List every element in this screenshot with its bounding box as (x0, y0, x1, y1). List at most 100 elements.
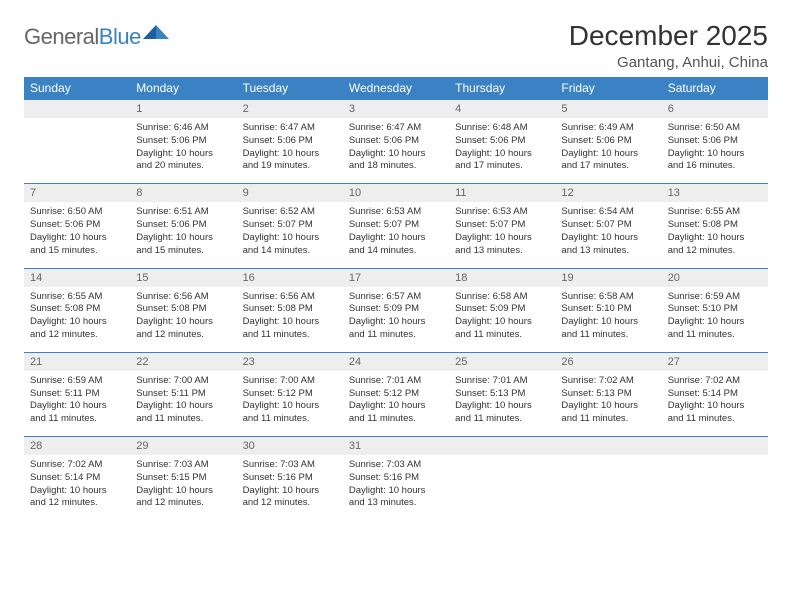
sunrise-line: Sunrise: 6:57 AM (349, 291, 443, 304)
daylight-line: Daylight: 10 hours and 11 minutes. (349, 400, 443, 426)
location: Gantang, Anhui, China (569, 54, 768, 71)
dayhead-mon: Monday (130, 77, 236, 100)
day-detail-cell: Sunrise: 6:56 AMSunset: 5:08 PMDaylight:… (237, 287, 343, 353)
sunrise-line: Sunrise: 7:00 AM (136, 375, 230, 388)
day-number-cell: 4 (449, 100, 555, 119)
daylight-line: Daylight: 10 hours and 11 minutes. (243, 316, 337, 342)
day-number-cell: 17 (343, 268, 449, 287)
sunset-line: Sunset: 5:15 PM (136, 472, 230, 485)
day-number-cell: 9 (237, 184, 343, 203)
sunrise-line: Sunrise: 6:59 AM (30, 375, 124, 388)
dayhead-wed: Wednesday (343, 77, 449, 100)
day-detail-cell (662, 455, 768, 520)
daylight-line: Daylight: 10 hours and 16 minutes. (668, 148, 762, 174)
daylight-line: Daylight: 10 hours and 19 minutes. (243, 148, 337, 174)
sunrise-line: Sunrise: 7:02 AM (30, 459, 124, 472)
sunrise-line: Sunrise: 6:51 AM (136, 206, 230, 219)
day-detail-cell: Sunrise: 6:50 AMSunset: 5:06 PMDaylight:… (662, 118, 768, 184)
day-number-cell: 13 (662, 184, 768, 203)
daylight-line: Daylight: 10 hours and 12 minutes. (30, 485, 124, 511)
logo-part1: General (24, 24, 99, 49)
sunset-line: Sunset: 5:16 PM (349, 472, 443, 485)
daylight-line: Daylight: 10 hours and 20 minutes. (136, 148, 230, 174)
day-detail-cell: Sunrise: 6:55 AMSunset: 5:08 PMDaylight:… (662, 202, 768, 268)
day-detail-cell: Sunrise: 6:46 AMSunset: 5:06 PMDaylight:… (130, 118, 236, 184)
sunset-line: Sunset: 5:06 PM (455, 135, 549, 148)
day-detail-cell: Sunrise: 6:53 AMSunset: 5:07 PMDaylight:… (449, 202, 555, 268)
sunset-line: Sunset: 5:08 PM (668, 219, 762, 232)
calendar-table: Sunday Monday Tuesday Wednesday Thursday… (24, 77, 768, 520)
day-number-cell (24, 100, 130, 119)
daylight-line: Daylight: 10 hours and 18 minutes. (349, 148, 443, 174)
day-number-cell: 5 (555, 100, 661, 119)
day-number-cell: 27 (662, 352, 768, 371)
sunset-line: Sunset: 5:09 PM (349, 303, 443, 316)
month-title: December 2025 (569, 20, 768, 52)
detail-row: Sunrise: 6:50 AMSunset: 5:06 PMDaylight:… (24, 202, 768, 268)
day-detail-cell: Sunrise: 6:58 AMSunset: 5:09 PMDaylight:… (449, 287, 555, 353)
day-number-cell: 3 (343, 100, 449, 119)
sunrise-line: Sunrise: 6:53 AM (455, 206, 549, 219)
sunrise-line: Sunrise: 6:50 AM (668, 122, 762, 135)
sunset-line: Sunset: 5:08 PM (136, 303, 230, 316)
sunset-line: Sunset: 5:06 PM (349, 135, 443, 148)
sunrise-line: Sunrise: 6:46 AM (136, 122, 230, 135)
sunset-line: Sunset: 5:08 PM (243, 303, 337, 316)
daynum-row: 78910111213 (24, 184, 768, 203)
sunrise-line: Sunrise: 6:49 AM (561, 122, 655, 135)
sunrise-line: Sunrise: 7:03 AM (136, 459, 230, 472)
daylight-line: Daylight: 10 hours and 11 minutes. (561, 400, 655, 426)
sunrise-line: Sunrise: 7:03 AM (243, 459, 337, 472)
day-number-cell: 10 (343, 184, 449, 203)
sunset-line: Sunset: 5:07 PM (455, 219, 549, 232)
day-number-cell: 6 (662, 100, 768, 119)
sunrise-line: Sunrise: 6:54 AM (561, 206, 655, 219)
sunset-line: Sunset: 5:06 PM (136, 135, 230, 148)
logo-text: GeneralBlue (24, 24, 141, 50)
sunset-line: Sunset: 5:13 PM (561, 388, 655, 401)
daylight-line: Daylight: 10 hours and 12 minutes. (668, 232, 762, 258)
sunset-line: Sunset: 5:12 PM (349, 388, 443, 401)
day-detail-cell: Sunrise: 7:03 AMSunset: 5:15 PMDaylight:… (130, 455, 236, 520)
daylight-line: Daylight: 10 hours and 12 minutes. (136, 485, 230, 511)
sunrise-line: Sunrise: 6:53 AM (349, 206, 443, 219)
daylight-line: Daylight: 10 hours and 11 minutes. (668, 316, 762, 342)
sunrise-line: Sunrise: 6:52 AM (243, 206, 337, 219)
daylight-line: Daylight: 10 hours and 14 minutes. (243, 232, 337, 258)
day-detail-cell: Sunrise: 6:47 AMSunset: 5:06 PMDaylight:… (237, 118, 343, 184)
day-detail-cell: Sunrise: 6:51 AMSunset: 5:06 PMDaylight:… (130, 202, 236, 268)
day-number-cell: 28 (24, 437, 130, 456)
day-number-cell: 7 (24, 184, 130, 203)
day-detail-cell: Sunrise: 7:01 AMSunset: 5:13 PMDaylight:… (449, 371, 555, 437)
sunrise-line: Sunrise: 7:00 AM (243, 375, 337, 388)
sunrise-line: Sunrise: 7:01 AM (349, 375, 443, 388)
day-number-cell: 23 (237, 352, 343, 371)
sunset-line: Sunset: 5:06 PM (668, 135, 762, 148)
daylight-line: Daylight: 10 hours and 11 minutes. (561, 316, 655, 342)
sunrise-line: Sunrise: 6:50 AM (30, 206, 124, 219)
daylight-line: Daylight: 10 hours and 11 minutes. (455, 316, 549, 342)
sunset-line: Sunset: 5:06 PM (30, 219, 124, 232)
day-detail-cell (449, 455, 555, 520)
sunset-line: Sunset: 5:10 PM (668, 303, 762, 316)
sunset-line: Sunset: 5:16 PM (243, 472, 337, 485)
sunset-line: Sunset: 5:06 PM (561, 135, 655, 148)
sunset-line: Sunset: 5:06 PM (136, 219, 230, 232)
detail-row: Sunrise: 6:59 AMSunset: 5:11 PMDaylight:… (24, 371, 768, 437)
sunrise-line: Sunrise: 6:48 AM (455, 122, 549, 135)
day-detail-cell: Sunrise: 6:56 AMSunset: 5:08 PMDaylight:… (130, 287, 236, 353)
day-number-cell: 12 (555, 184, 661, 203)
day-number-cell: 15 (130, 268, 236, 287)
sunrise-line: Sunrise: 7:02 AM (668, 375, 762, 388)
day-number-cell: 24 (343, 352, 449, 371)
daynum-row: 21222324252627 (24, 352, 768, 371)
daylight-line: Daylight: 10 hours and 15 minutes. (30, 232, 124, 258)
day-detail-cell: Sunrise: 7:01 AMSunset: 5:12 PMDaylight:… (343, 371, 449, 437)
day-number-cell (662, 437, 768, 456)
sunset-line: Sunset: 5:10 PM (561, 303, 655, 316)
day-number-cell: 11 (449, 184, 555, 203)
day-detail-cell: Sunrise: 7:02 AMSunset: 5:13 PMDaylight:… (555, 371, 661, 437)
sunrise-line: Sunrise: 7:03 AM (349, 459, 443, 472)
daylight-line: Daylight: 10 hours and 11 minutes. (349, 316, 443, 342)
daylight-line: Daylight: 10 hours and 13 minutes. (561, 232, 655, 258)
